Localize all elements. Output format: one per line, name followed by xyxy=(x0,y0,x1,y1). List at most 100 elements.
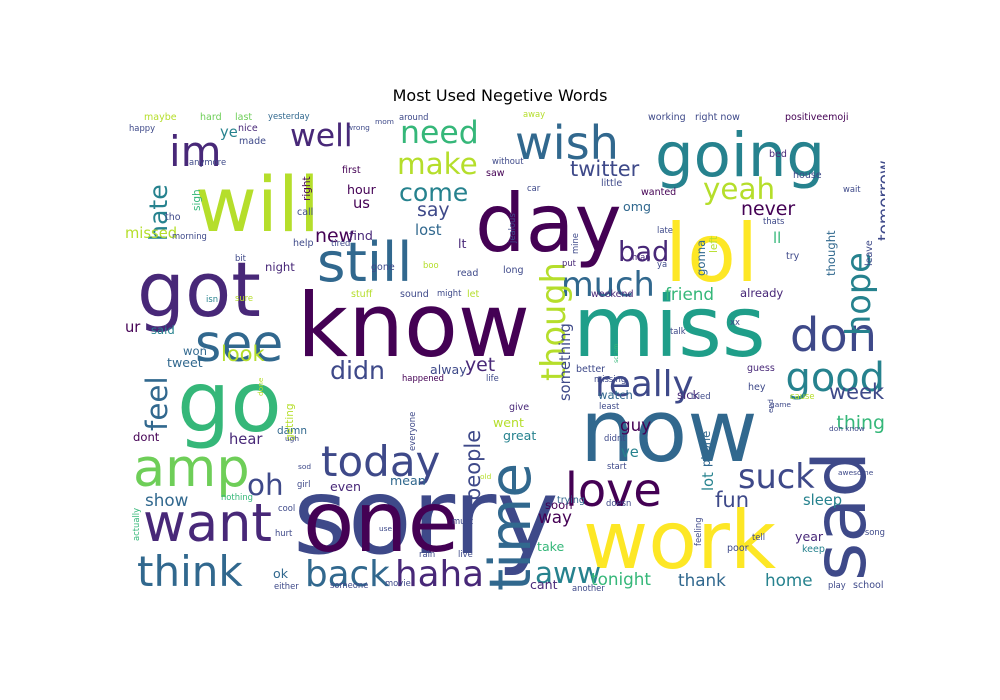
word-wait: wait xyxy=(843,184,861,194)
word-go: go xyxy=(177,353,282,451)
word-gone: gone xyxy=(371,262,395,273)
word-feeling: feeling xyxy=(693,517,703,546)
word-sick: sick xyxy=(677,388,700,402)
word-working: working xyxy=(648,112,686,123)
word-hate: hate xyxy=(144,184,173,241)
word-sorry: sorry xyxy=(293,456,559,578)
word-hour: hour xyxy=(347,182,377,197)
word-dont: dont xyxy=(133,430,160,444)
word-make: make xyxy=(397,147,478,181)
word-come: come xyxy=(399,178,468,207)
word-new: new xyxy=(315,225,354,247)
word-read: read xyxy=(457,268,478,279)
word-ye: ye xyxy=(220,124,238,141)
word-game: game xyxy=(770,400,791,409)
word-hope: hope xyxy=(839,252,878,336)
word-anymore: anymore xyxy=(189,157,226,167)
word-tweet: tweet xyxy=(167,355,203,370)
word-school: school xyxy=(853,580,883,591)
word-missing: missing xyxy=(594,374,626,384)
word-right: right xyxy=(301,176,313,201)
word-xx: xx xyxy=(730,317,740,327)
word-yet: yet xyxy=(465,354,495,376)
word-something: something xyxy=(557,323,574,401)
word-need: need xyxy=(400,115,479,151)
word-bed: bed xyxy=(769,149,787,160)
word-someone: someone xyxy=(330,580,368,590)
word-aww: aww xyxy=(535,556,601,590)
word-time: time xyxy=(478,463,544,591)
word-back: back xyxy=(305,554,390,595)
word-talk: talk xyxy=(670,326,686,336)
word-well: well xyxy=(290,118,353,154)
word-life: life xyxy=(486,373,499,383)
word-ugh: ugh xyxy=(285,434,299,443)
word-miss: miss xyxy=(573,278,766,376)
word-show: show xyxy=(145,490,189,510)
word-wish: wish xyxy=(515,116,619,170)
word-year: year xyxy=(795,529,824,544)
word-left: left xyxy=(708,236,720,253)
word-keep: keep xyxy=(802,544,825,555)
word-want: want xyxy=(143,493,272,554)
word-don-know: don know xyxy=(829,424,865,433)
word-ok: ok xyxy=(273,566,289,581)
word-went: went xyxy=(493,415,524,430)
word-first: first xyxy=(342,165,361,176)
word-must: must xyxy=(452,516,474,526)
word-gonna: gonna xyxy=(694,240,708,276)
word-ya: ya xyxy=(657,259,667,269)
word-say: say xyxy=(417,199,450,221)
word-omg: omg xyxy=(623,199,651,214)
word-late: late xyxy=(657,225,673,235)
word-help: help xyxy=(293,238,314,249)
word-hey: hey xyxy=(748,382,766,393)
word-wrong: wrong xyxy=(347,123,370,132)
word-didn: didn xyxy=(330,356,385,385)
word-thats: thats xyxy=(763,216,784,226)
word-suck: suck xyxy=(738,457,815,496)
word-little: little xyxy=(601,178,622,189)
word-saw: saw xyxy=(486,168,505,179)
word-feel: feel xyxy=(140,376,174,431)
chart-title: Most Used Negetive Words xyxy=(392,86,608,105)
word-home: home xyxy=(765,570,813,590)
word-cool: cool xyxy=(278,503,295,513)
word-good: good xyxy=(786,355,885,401)
word-maybe: maybe xyxy=(144,112,177,123)
word-nice: nice xyxy=(238,123,258,134)
word-will: will xyxy=(195,161,320,249)
word-isn: isn xyxy=(206,294,218,304)
word-sod: sod xyxy=(298,462,311,471)
word-car: car xyxy=(527,183,541,193)
word-bit: bit xyxy=(235,253,247,263)
word-lot: lot xyxy=(700,472,717,491)
word-happy: happy xyxy=(129,123,155,133)
word-love: love xyxy=(565,463,662,517)
word-done: done xyxy=(256,377,265,396)
word-watch: watch xyxy=(598,388,633,402)
word-bad: bad xyxy=(618,237,669,268)
word-last: last xyxy=(235,112,252,123)
word-alway: alway xyxy=(430,362,467,377)
word-tonight: tonight xyxy=(591,569,651,589)
word-boo: boo xyxy=(423,260,439,270)
word-thank: thank xyxy=(678,570,726,590)
word-live: live xyxy=(458,549,473,559)
word-sad: sad xyxy=(798,451,883,581)
word-lt: lt xyxy=(458,236,466,251)
word-wanted: wanted xyxy=(641,187,676,198)
word-put: put xyxy=(562,258,577,268)
word-movie: movie xyxy=(385,578,411,588)
word-take: take xyxy=(537,539,564,554)
word-man: man xyxy=(632,252,651,262)
word-didnt: didnt xyxy=(604,433,626,443)
word-actually: actually xyxy=(131,508,141,541)
word-amp: amp xyxy=(133,438,250,499)
word-week: week xyxy=(829,380,885,404)
word-right-now: right now xyxy=(695,112,740,123)
word-think: think xyxy=(137,547,243,596)
word-try: try xyxy=(786,251,800,262)
word-even: even xyxy=(330,479,361,494)
